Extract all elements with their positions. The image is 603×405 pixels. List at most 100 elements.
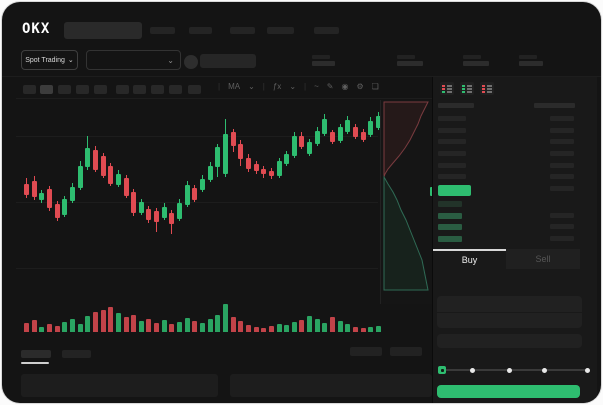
timeframe-button[interactable]	[151, 85, 164, 94]
ask-row-amount	[550, 174, 574, 179]
orderbook-bids-icon[interactable]	[460, 82, 474, 95]
slider-handle[interactable]	[438, 366, 446, 374]
candle-body	[131, 192, 137, 213]
depth-bid-area	[383, 175, 429, 291]
volume-bar	[54, 326, 60, 332]
input-divider	[437, 312, 582, 313]
ask-row-price[interactable]	[438, 151, 466, 156]
bid-row-price[interactable]	[438, 201, 462, 207]
chart-scale-button[interactable]	[350, 347, 382, 356]
volume-bar	[238, 321, 244, 332]
timeframe-button[interactable]	[23, 85, 36, 94]
chevron-down-icon[interactable]: ⌄	[289, 82, 297, 91]
divider: |	[218, 82, 221, 91]
orderbook-combined-icon[interactable]	[440, 82, 454, 95]
slider-stop[interactable]	[470, 368, 475, 373]
stat-label	[312, 55, 330, 59]
tab-sell[interactable]: Sell	[506, 249, 580, 269]
orders-tab[interactable]	[62, 350, 91, 358]
orderbook-asks-icon[interactable]	[480, 82, 494, 95]
market-type-selector[interactable]: Spot Trading ⌄	[21, 50, 78, 70]
buy-button[interactable]	[437, 385, 580, 398]
divider: |	[262, 82, 265, 91]
amount-slider[interactable]	[441, 369, 588, 371]
ask-row-price[interactable]	[438, 174, 466, 179]
bid-row-price[interactable]	[438, 213, 462, 219]
nav-item[interactable]	[150, 27, 175, 34]
compare-icon[interactable]: ~	[314, 82, 319, 91]
ask-row-amount	[550, 139, 574, 144]
volume-bar	[92, 312, 98, 332]
volume-bar	[200, 323, 205, 332]
volume-bar	[322, 323, 328, 332]
candle-body	[268, 171, 274, 176]
ask-row-price[interactable]	[438, 139, 466, 144]
bid-row-price[interactable]	[438, 224, 462, 230]
ask-row-amount	[550, 151, 574, 156]
chart-toolbar: | MA ⌄ | ƒx ⌄ | ~ ✎ ◉ ⚙ ❏	[218, 82, 379, 91]
timeframe-button[interactable]	[169, 85, 182, 94]
indicators-icon[interactable]: ƒx	[272, 82, 282, 91]
nav-item[interactable]	[189, 27, 212, 34]
okx-logo[interactable]: OKX	[22, 21, 51, 37]
header-action-button[interactable]	[200, 54, 256, 68]
ob-header-left	[438, 103, 474, 108]
candle-body	[307, 142, 313, 154]
timeframe-button[interactable]	[58, 85, 71, 94]
timeframe-button[interactable]	[94, 85, 107, 94]
search-input[interactable]	[64, 22, 142, 39]
nav-item[interactable]	[314, 27, 339, 34]
nav-item[interactable]	[267, 27, 294, 34]
settings-icon[interactable]: ⚙	[356, 82, 364, 91]
timeframe-button[interactable]	[133, 85, 146, 94]
nav-item[interactable]	[230, 27, 255, 34]
volume-bar	[177, 322, 182, 332]
slider-stop[interactable]	[542, 368, 547, 373]
volume-bar	[284, 325, 290, 332]
candlestick-chart[interactable]	[16, 100, 435, 342]
pair-selector[interactable]: ⌄	[86, 50, 181, 70]
tab-buy-label: Buy	[461, 255, 478, 265]
timeframe-button[interactable]	[76, 85, 89, 94]
fullscreen-icon[interactable]: ❏	[371, 82, 379, 91]
bid-row-price[interactable]	[438, 236, 462, 242]
slider-stop[interactable]	[585, 368, 590, 373]
candle-body	[62, 199, 68, 215]
volume-bar	[330, 317, 335, 332]
timeframe-button[interactable]	[40, 85, 53, 94]
chevron-down-icon[interactable]: ⌄	[248, 82, 255, 91]
timeframe-button[interactable]	[116, 85, 129, 94]
candle-body	[39, 193, 45, 200]
candle-body	[169, 213, 175, 224]
volume-bar	[268, 326, 274, 332]
timeframe-button[interactable]	[188, 85, 201, 94]
tab-buy[interactable]: Buy	[433, 249, 506, 269]
ma-indicator-icon[interactable]: MA	[228, 82, 241, 91]
chart-scale-button[interactable]	[390, 347, 422, 356]
ask-row-price[interactable]	[438, 128, 466, 133]
volume-bar	[108, 307, 114, 332]
ask-row-price[interactable]	[438, 163, 466, 168]
camera-icon[interactable]: ◉	[341, 82, 349, 91]
candle-body	[161, 207, 167, 218]
candle-body	[299, 136, 305, 147]
volume-bar	[314, 319, 320, 332]
stat-value	[397, 61, 423, 66]
stat-value	[519, 61, 543, 66]
volume-bar	[245, 325, 251, 332]
bid-row-amount	[550, 213, 574, 218]
ask-row-price[interactable]	[438, 116, 466, 121]
orderbook-last-price[interactable]	[438, 185, 471, 196]
volume-bar	[100, 310, 106, 332]
amount-input[interactable]	[437, 334, 582, 348]
volume-bar	[77, 324, 83, 332]
draw-icon[interactable]: ✎	[326, 82, 334, 91]
ask-row-amount	[550, 116, 574, 121]
orders-tab[interactable]	[21, 350, 51, 358]
slider-stop[interactable]	[507, 368, 512, 373]
gridline	[16, 268, 378, 269]
coin-icon[interactable]	[184, 55, 198, 69]
volume-bar	[184, 318, 190, 332]
candle-body	[215, 147, 221, 167]
stat-value	[312, 61, 335, 66]
